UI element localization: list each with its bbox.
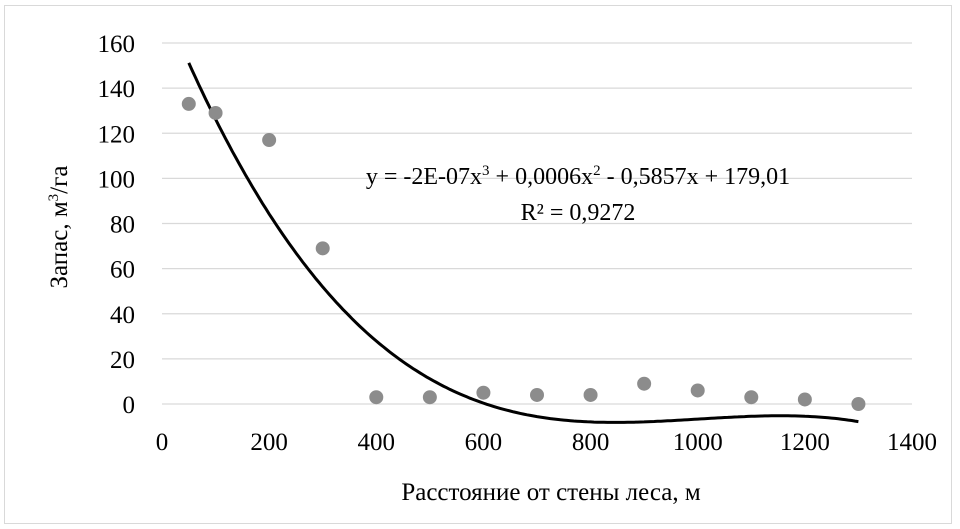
x-tick-label: 0 — [156, 429, 169, 456]
data-point — [315, 241, 330, 256]
data-point — [851, 397, 866, 411]
y-tick-label: 140 — [98, 76, 136, 103]
y-tick-label: 120 — [98, 121, 136, 148]
data-point — [797, 392, 812, 407]
data-point — [208, 105, 223, 120]
data-point — [583, 387, 598, 402]
x-tick-label: 1400 — [887, 429, 937, 456]
gridlines — [162, 42, 912, 405]
x-tick-label: 1200 — [780, 429, 830, 456]
data-points — [181, 96, 866, 411]
x-tick-label: 400 — [358, 429, 396, 456]
data-point — [181, 96, 196, 111]
data-point — [476, 385, 491, 400]
trendline-r-squared: R² = 0,9272 — [521, 200, 636, 226]
y-axis-title: Запас, м3/га — [46, 166, 73, 289]
x-tick-labels: 0 200 400 600 800 1000 1200 1400 — [156, 429, 937, 456]
data-point — [690, 383, 705, 398]
x-tick-label: 800 — [572, 429, 610, 456]
y-tick-label: 0 — [123, 392, 136, 419]
x-axis-title: Расстояние от стены леса, м — [401, 479, 700, 506]
y-tick-label: 20 — [110, 347, 135, 374]
data-point — [637, 376, 652, 391]
x-tick-label: 200 — [250, 429, 288, 456]
y-tick-label: 60 — [110, 257, 135, 284]
trendline-equation: y = -2E-07x3 + 0,0006x2 - 0,5857x + 179,… — [366, 163, 790, 190]
data-point — [744, 390, 759, 405]
data-point — [530, 387, 544, 402]
data-point — [422, 390, 437, 405]
trendline — [187, 62, 859, 424]
chart-frame — [4, 5, 952, 524]
x-tick-label: 1000 — [673, 429, 723, 456]
y-tick-label: 160 — [98, 31, 136, 58]
x-tick-label: 600 — [465, 429, 503, 456]
y-tick-label: 80 — [110, 212, 135, 239]
trendline-group — [187, 62, 859, 424]
y-tick-label: 100 — [98, 166, 136, 193]
y-tick-label: 40 — [110, 302, 135, 329]
y-tick-labels: 0 20 40 60 80 100 120 140 160 — [98, 31, 136, 419]
data-point — [262, 133, 277, 148]
data-point — [369, 390, 384, 405]
